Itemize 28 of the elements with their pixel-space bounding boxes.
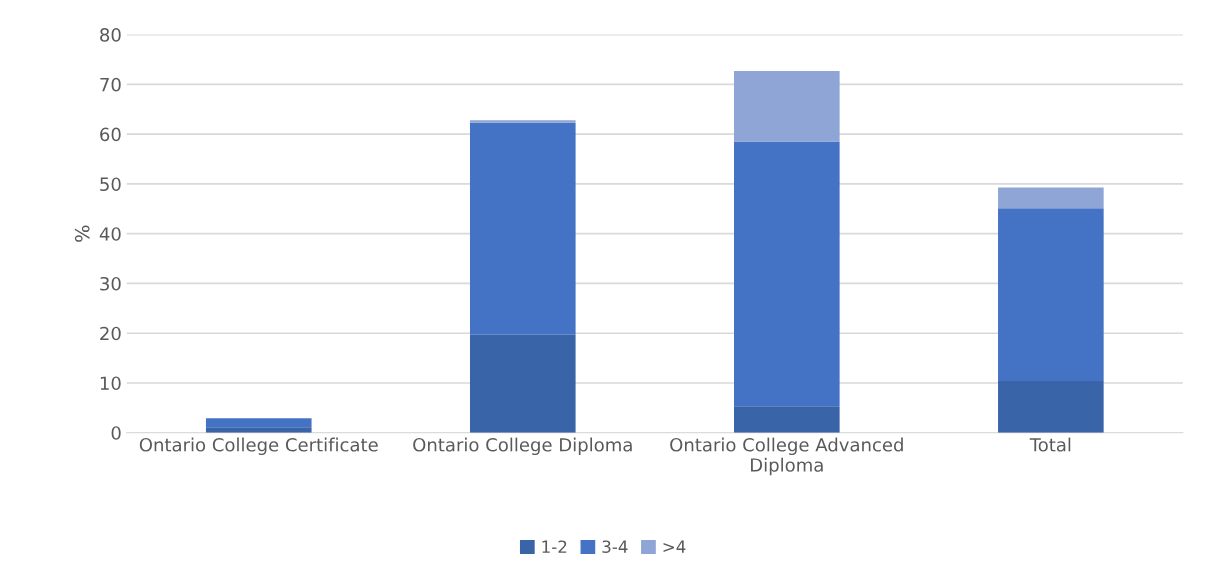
y-tick-label: 60	[100, 127, 121, 142]
y-tick-label: 70	[100, 77, 121, 92]
legend-label: 1-2	[542, 540, 567, 553]
y-tick-label: 20	[100, 326, 121, 341]
bar	[469, 120, 576, 123]
x-tick-label: Total	[1029, 437, 1071, 452]
bar	[998, 208, 1104, 381]
x-tick-label: Ontario College Certificate	[139, 437, 378, 456]
bar	[205, 418, 312, 428]
bar	[734, 141, 840, 407]
y-tick-label: 30	[100, 276, 121, 291]
y-tick-label: 80	[100, 28, 121, 42]
bar	[998, 380, 1104, 433]
bar	[734, 406, 840, 433]
bar	[469, 334, 576, 433]
y-tick-label: 40	[99, 227, 121, 241]
y-tick-label: 0	[111, 426, 121, 440]
bar	[998, 187, 1104, 209]
legend-label: 3-4	[602, 540, 628, 553]
x-tick-label: Ontario College Diploma	[413, 437, 632, 456]
bar	[734, 70, 840, 142]
y-tick-label: 10	[100, 376, 121, 391]
y-tick-label: 50	[100, 177, 121, 192]
x-tick-label: Ontario College Advanced Diploma	[670, 437, 903, 476]
y-axis-title: %	[74, 225, 90, 242]
bar	[205, 427, 312, 433]
legend-label: >4	[663, 540, 686, 553]
bar	[469, 122, 576, 335]
